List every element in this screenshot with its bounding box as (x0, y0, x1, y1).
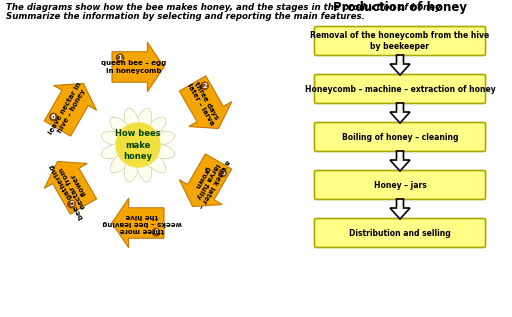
Polygon shape (390, 55, 410, 75)
Text: leave nectar in
hive – honey: leave nectar in hive – honey (48, 81, 89, 139)
Text: The diagrams show how the bee makes honey, and the stages in the production of h: The diagrams show how the bee makes hone… (6, 3, 443, 12)
Ellipse shape (141, 117, 166, 142)
Text: 4: 4 (154, 229, 159, 235)
Ellipse shape (141, 148, 166, 173)
Polygon shape (44, 83, 97, 136)
Polygon shape (390, 199, 410, 219)
Polygon shape (112, 198, 164, 248)
Text: Honey – jars: Honey – jars (374, 180, 426, 190)
Circle shape (116, 123, 160, 167)
Ellipse shape (124, 108, 140, 139)
Polygon shape (179, 154, 232, 206)
Text: bee – gathering
nectar from
flower: bee – gathering nectar from flower (48, 156, 97, 220)
Ellipse shape (136, 108, 152, 139)
Text: 5: 5 (69, 201, 74, 207)
FancyBboxPatch shape (314, 122, 485, 152)
FancyBboxPatch shape (314, 171, 485, 199)
FancyBboxPatch shape (314, 74, 485, 103)
Polygon shape (179, 76, 232, 128)
FancyBboxPatch shape (314, 27, 485, 55)
Text: three days
later – larva: three days later – larva (186, 79, 221, 126)
Text: Production of honey: Production of honey (333, 1, 467, 14)
Text: Honeycomb – machine – extraction of honey: Honeycomb – machine – extraction of hone… (305, 85, 496, 94)
Ellipse shape (124, 151, 140, 182)
Ellipse shape (101, 131, 132, 147)
Polygon shape (45, 161, 97, 214)
Text: 2: 2 (202, 83, 207, 89)
Text: Boiling of honey – cleaning: Boiling of honey – cleaning (342, 133, 458, 141)
Polygon shape (112, 42, 164, 92)
Text: How bees
make
honey: How bees make honey (115, 129, 161, 161)
Ellipse shape (110, 117, 135, 142)
Ellipse shape (101, 143, 132, 158)
Text: queen bee – egg
in honeycomb: queen bee – egg in honeycomb (101, 61, 166, 74)
Polygon shape (390, 151, 410, 171)
Text: a week later –
larva fully
grown: a week later – larva fully grown (185, 152, 230, 209)
Polygon shape (390, 103, 410, 123)
FancyBboxPatch shape (314, 218, 485, 248)
Ellipse shape (144, 143, 175, 158)
Ellipse shape (110, 148, 135, 173)
Text: three more
weeks – bee leaving
the hive: three more weeks – bee leaving the hive (102, 213, 182, 233)
Text: Distribution and selling: Distribution and selling (349, 229, 451, 237)
Text: Summarize the information by selecting and reporting the main features.: Summarize the information by selecting a… (6, 12, 365, 21)
Text: 3: 3 (220, 170, 225, 176)
Text: 1: 1 (118, 55, 122, 61)
Ellipse shape (144, 131, 175, 147)
Text: Removal of the honeycomb from the hive
by beekeeper: Removal of the honeycomb from the hive b… (310, 31, 489, 51)
Text: 6: 6 (51, 114, 56, 120)
Ellipse shape (136, 151, 152, 182)
